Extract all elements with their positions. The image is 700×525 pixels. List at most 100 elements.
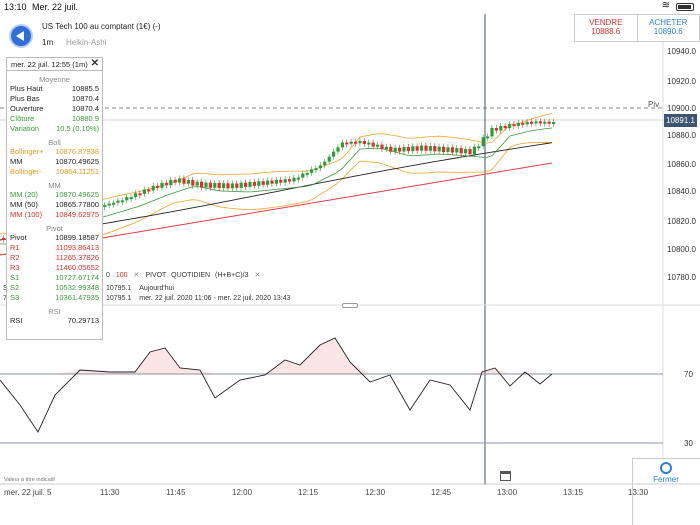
- candle: [402, 146, 406, 152]
- candle: [107, 203, 111, 206]
- candle: [301, 173, 305, 178]
- candle: [534, 121, 538, 124]
- close-panel-button[interactable]: Fermer: [632, 458, 700, 525]
- buy-label: ACHETER: [649, 18, 688, 27]
- label: S2: [10, 283, 20, 292]
- candle: [362, 140, 366, 144]
- study-value-100: 100: [115, 272, 128, 279]
- candle: [512, 124, 516, 127]
- row-r3: R3 11460.05652: [7, 263, 102, 273]
- row-boll-minus: Bollinger- 10864.11251: [7, 167, 102, 177]
- status-bar: 13:10 Mer. 22 juil. ≋: [0, 0, 700, 14]
- row-ouverture: Ouverture 10870.4: [7, 104, 102, 114]
- rsi-overbought-fill: [525, 372, 540, 374]
- row-s1: S1 10727.67174: [7, 273, 102, 283]
- candle: [398, 147, 402, 152]
- sell-price: 10888.6: [591, 27, 621, 36]
- footnote: Valeur à titre indicatif: [4, 477, 55, 483]
- rsi-overbought-fill: [335, 338, 350, 374]
- x-label-1230: 12:30: [365, 488, 386, 497]
- row-rsi: RSI 70.29713: [7, 316, 102, 326]
- candle: [494, 128, 498, 131]
- candle: [455, 148, 459, 153]
- rsi-overbought-fill: [55, 370, 80, 374]
- remove-pivot-icon[interactable]: ✕: [254, 272, 261, 279]
- candle: [340, 142, 344, 148]
- candle: [415, 146, 419, 151]
- chart-type-selector[interactable]: Heikin-Ashi: [66, 38, 107, 47]
- row-mm20: MM (20) 10870.49625: [7, 190, 102, 200]
- candle: [516, 122, 520, 126]
- row-mm50: MM (50) 10865.77800: [7, 200, 102, 210]
- candle: [477, 146, 481, 149]
- y-axis-label: 10860.0: [667, 160, 696, 169]
- candle: [481, 137, 485, 147]
- candle: [376, 144, 380, 147]
- candle: [296, 177, 300, 180]
- rsi-overbought-fill: [150, 348, 165, 374]
- studies-s-left: S: [3, 285, 8, 292]
- candle: [380, 144, 384, 150]
- candle: [323, 161, 327, 166]
- timeframe-selector[interactable]: 1m: [42, 38, 54, 47]
- row-variation: Variation 10.5 (0.10%): [7, 124, 102, 134]
- candle: [411, 146, 415, 152]
- candle: [103, 205, 107, 208]
- candle: [508, 124, 512, 129]
- candle: [116, 200, 120, 203]
- candle: [2, 238, 6, 240]
- candle: [173, 179, 177, 183]
- candle: [468, 149, 472, 155]
- candle: [112, 202, 116, 205]
- buy-button[interactable]: ACHETER 10890.6: [636, 15, 700, 41]
- candle: [292, 177, 296, 182]
- candle: [235, 183, 239, 188]
- section-rsi: RSI: [48, 307, 61, 316]
- candle: [552, 122, 556, 125]
- x-label-1200: 12:00: [232, 488, 253, 497]
- candle: [358, 140, 362, 144]
- candle: [354, 141, 358, 144]
- label: S1: [10, 273, 20, 282]
- candle: [147, 189, 151, 192]
- rsi-overbought-fill: [285, 360, 300, 374]
- label: Variation: [10, 124, 40, 133]
- current-price-tag: 10891.1: [664, 114, 697, 127]
- candle: [446, 147, 450, 152]
- candle: [257, 181, 261, 186]
- candle: [226, 183, 230, 189]
- battery-icon: [676, 3, 694, 11]
- remove-study-icon[interactable]: ✕: [133, 272, 140, 279]
- rsi-label-70: 70: [684, 370, 693, 379]
- panel-resize-handle[interactable]: [342, 303, 358, 308]
- label: MM (100): [10, 210, 43, 219]
- section-pivot: Pivot: [46, 224, 63, 233]
- candle: [464, 149, 468, 154]
- study-value-0: 0: [106, 272, 110, 279]
- y-axis-label: 10780.0: [667, 273, 696, 282]
- status-date: Mer. 22 juil.: [32, 2, 79, 12]
- candle: [384, 146, 388, 150]
- value: 10899.18587: [55, 233, 99, 242]
- candle: [134, 193, 138, 198]
- candle: [490, 128, 494, 137]
- label: RSI: [10, 316, 23, 325]
- candle: [138, 193, 142, 196]
- calendar-icon[interactable]: [500, 471, 511, 481]
- row-cloture: Clôture 10880.9: [7, 114, 102, 124]
- x-label-5: 5: [47, 488, 52, 497]
- label: Bollinger-: [10, 167, 42, 176]
- fermer-label: Fermer: [653, 475, 679, 484]
- back-button[interactable]: [9, 24, 33, 48]
- candle: [503, 126, 507, 129]
- candle: [169, 179, 173, 186]
- study-line3-range: mer. 22 juil. 2020 11:06 - mer. 22 juil.…: [139, 295, 291, 302]
- sell-button[interactable]: VENDRE 10888.6: [575, 15, 637, 41]
- row-r2: R2 11265.37826: [7, 253, 102, 263]
- close-icon[interactable]: ✕: [90, 58, 99, 69]
- candle: [288, 179, 292, 182]
- candle: [437, 146, 441, 152]
- label: R3: [10, 263, 20, 272]
- label: Clôture: [10, 114, 35, 123]
